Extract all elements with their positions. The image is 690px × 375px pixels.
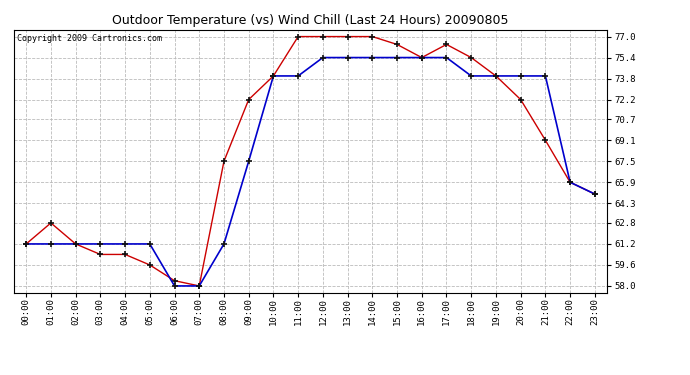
Title: Outdoor Temperature (vs) Wind Chill (Last 24 Hours) 20090805: Outdoor Temperature (vs) Wind Chill (Las… xyxy=(112,15,509,27)
Text: Copyright 2009 Cartronics.com: Copyright 2009 Cartronics.com xyxy=(17,34,161,43)
